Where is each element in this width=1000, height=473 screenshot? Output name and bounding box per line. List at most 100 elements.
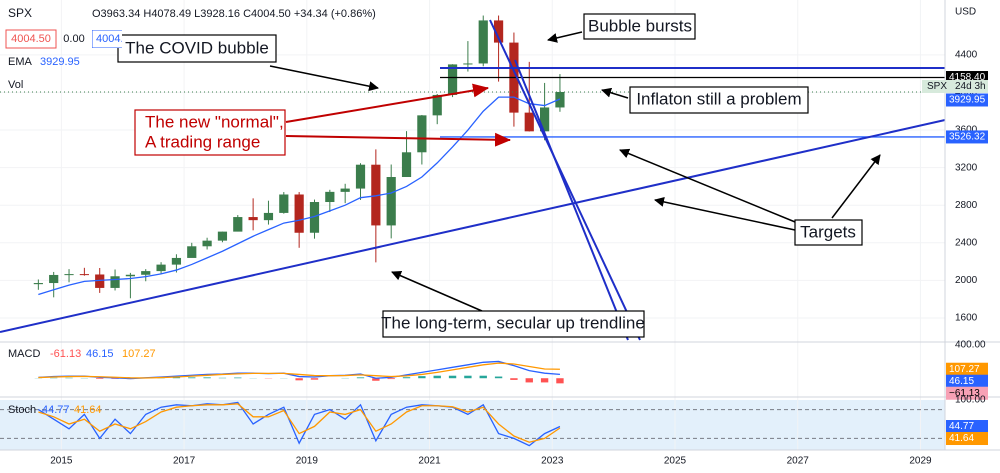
- macd-histogram-bar: [295, 378, 303, 381]
- stoch-d-line: [38, 403, 561, 443]
- arrow: [269, 65, 379, 92]
- candle-body: [325, 191, 335, 203]
- macd-legend: MACD: [8, 348, 40, 360]
- candle-body: [371, 164, 381, 226]
- candle-body: [401, 152, 412, 178]
- price-tag: [946, 362, 988, 376]
- sell-price: 4004.50: [11, 33, 51, 45]
- stoch-legend: Stoch: [8, 404, 36, 416]
- price-tag: [946, 386, 988, 400]
- currency: USD: [955, 7, 976, 18]
- price-tag-label: 4158.40: [949, 72, 986, 83]
- candle-body: [478, 20, 488, 64]
- arrow: [831, 154, 881, 219]
- signal-line: [38, 362, 560, 379]
- ema-legend: EMA: [8, 56, 33, 68]
- macd-histogram-bar: [448, 375, 457, 379]
- arrow: [619, 148, 801, 225]
- macd-histogram-bar: [464, 375, 472, 379]
- macd-histogram-bar: [510, 378, 518, 380]
- candle-body: [125, 274, 135, 277]
- buy-price: 4004.50: [96, 33, 136, 45]
- candle-body: [524, 112, 534, 132]
- macd-histogram-bar: [540, 378, 549, 383]
- y-tick-label: 2800: [955, 200, 978, 211]
- annotation: A trading range: [145, 132, 260, 151]
- price-tag-label: 107.27: [949, 364, 980, 375]
- annotation-box: [583, 13, 696, 40]
- price-tag-label: 46.15: [949, 376, 974, 387]
- arrow: [601, 87, 629, 99]
- price-tag: [946, 420, 988, 434]
- candle-body: [49, 274, 59, 284]
- price-tag-label: 3929.95: [949, 95, 986, 106]
- candle-body: [355, 164, 366, 189]
- price-tag: [946, 93, 988, 107]
- macd-legend-value: 46.15: [86, 348, 114, 360]
- annotation: The new "normal",: [145, 112, 284, 131]
- y-tick-label: 100.00: [955, 395, 986, 406]
- annotation: Bubble bursts: [588, 16, 692, 35]
- price-tag: [946, 432, 988, 446]
- macd-histogram-bar: [96, 378, 104, 379]
- macd-histogram-bar: [556, 378, 564, 384]
- annotation-box: [134, 109, 286, 156]
- macd-histogram-bar: [234, 377, 242, 379]
- countdown-label: SPX: [927, 81, 947, 92]
- candle-body: [156, 264, 166, 272]
- drawings: The COVID bubble Bubble bursts Inflaton …: [0, 13, 946, 341]
- candle-body: [110, 276, 120, 288]
- macd-legend-value: -61.13: [50, 348, 81, 360]
- candle-body: [141, 271, 151, 275]
- macd-histogram-bar: [402, 377, 411, 379]
- candle-body: [463, 63, 473, 65]
- price-tag-label: 44.77: [949, 421, 974, 432]
- candle-body: [493, 20, 504, 43]
- candle-body: [187, 246, 197, 258]
- symbol: SPX: [8, 6, 32, 20]
- candle-body: [248, 217, 258, 221]
- candle-body: [386, 177, 396, 226]
- candle-body: [432, 94, 442, 116]
- price-tag-label: −61.13: [949, 388, 980, 399]
- spread: 0.00: [63, 33, 84, 45]
- countdown-tag: [922, 79, 988, 93]
- annotation: Inflaton still a problem: [636, 89, 801, 108]
- arrow: [391, 270, 483, 312]
- sell-box[interactable]: [5, 29, 57, 49]
- x-tick-label: 2029: [909, 456, 932, 467]
- candle-body: [555, 91, 565, 108]
- macd-histogram-bar: [418, 376, 426, 379]
- stoch-pane-bg: [0, 400, 945, 450]
- candle-body: [279, 194, 289, 213]
- macd-legend-value: 107.27: [122, 348, 156, 360]
- candle-body: [233, 217, 243, 232]
- annotation-box: [382, 310, 645, 338]
- decline-line: [514, 59, 629, 341]
- stoch-k-line: [38, 401, 561, 447]
- candle-body: [417, 115, 427, 153]
- ema-line: [38, 96, 561, 296]
- x-tick-label: 2017: [173, 456, 196, 467]
- x-tick-label: 2025: [664, 456, 687, 467]
- x-tick-label: 2019: [296, 456, 319, 467]
- arrow: [285, 132, 511, 147]
- price-tag: [946, 130, 988, 144]
- candle-body: [33, 283, 43, 285]
- candle-body: [340, 188, 350, 192]
- candle-body: [263, 212, 274, 221]
- buy-box[interactable]: 4004.50: [92, 30, 136, 48]
- y-tick-label: 400.00: [955, 339, 986, 350]
- macd-histogram-bar: [203, 377, 211, 379]
- candle-body: [202, 240, 212, 247]
- arrow: [285, 83, 489, 123]
- y-tick-label: 2400: [955, 237, 978, 248]
- candle-body: [95, 274, 105, 288]
- x-tick-label: 2027: [787, 456, 810, 467]
- macd-histogram-bar: [525, 378, 533, 383]
- x-tick-label: 2021: [418, 456, 441, 467]
- price-tag: [946, 374, 988, 388]
- y-tick-label: 3600: [955, 125, 978, 136]
- candle-body: [171, 257, 182, 265]
